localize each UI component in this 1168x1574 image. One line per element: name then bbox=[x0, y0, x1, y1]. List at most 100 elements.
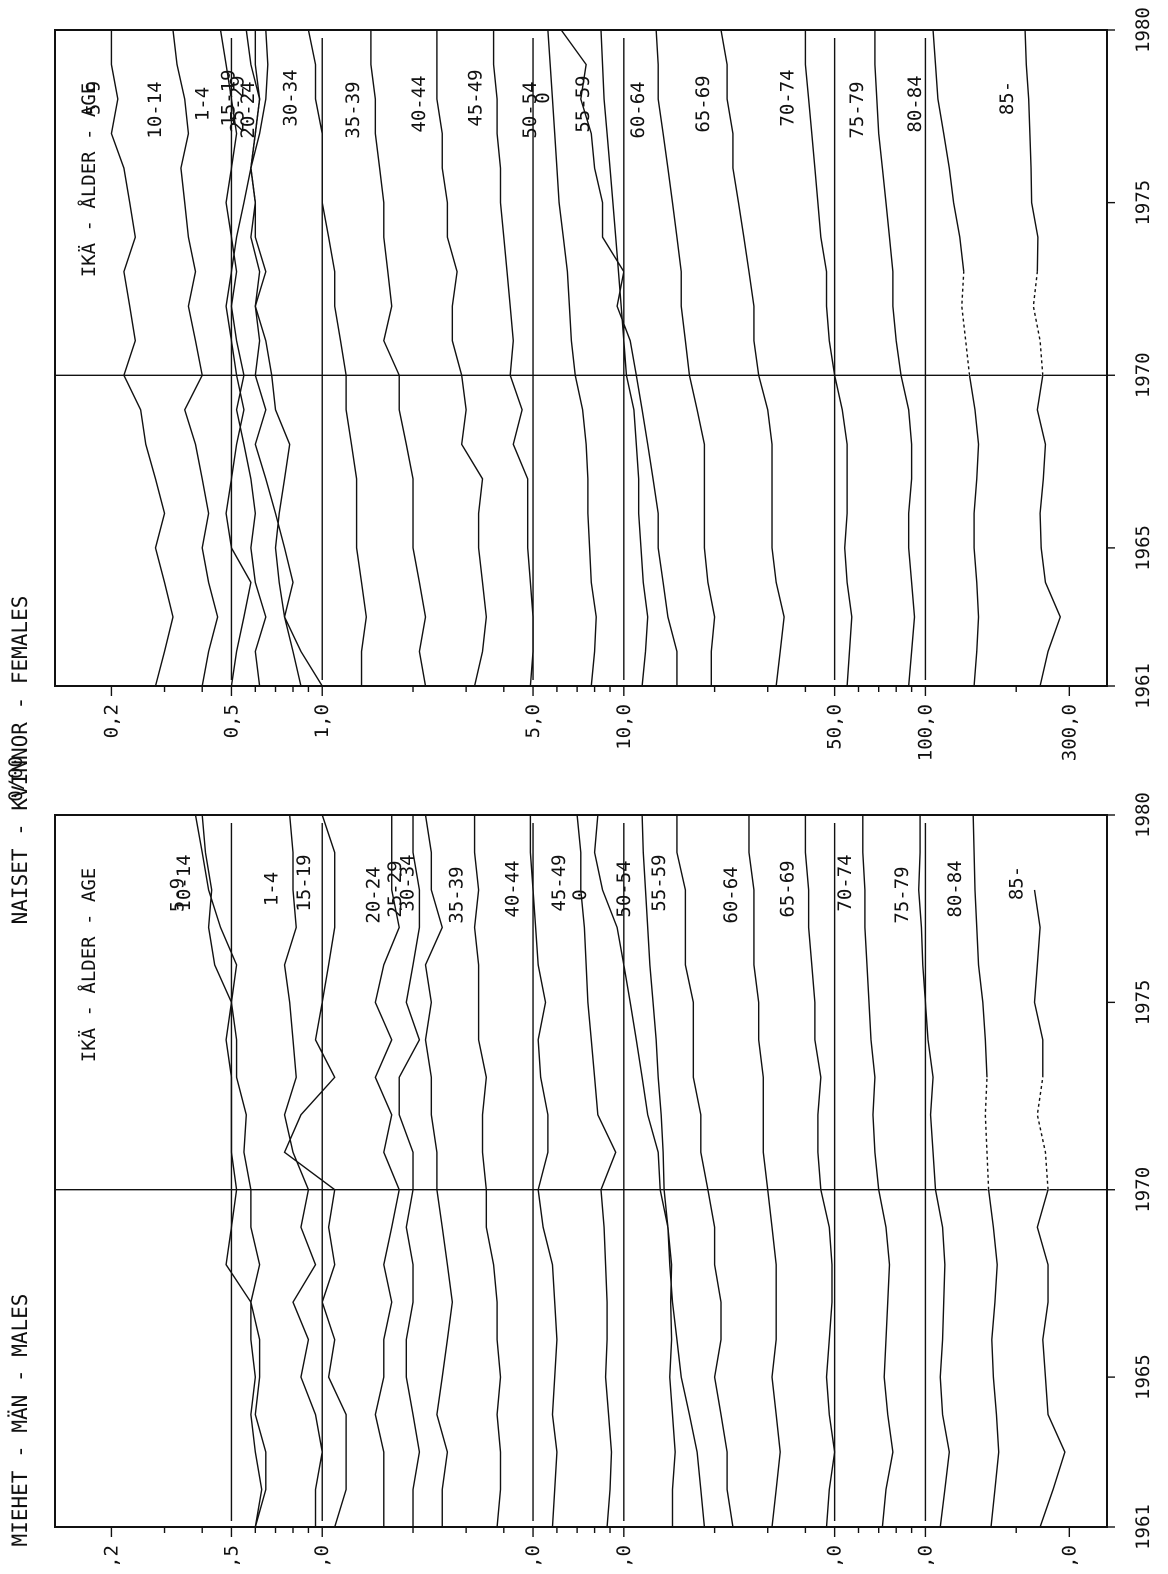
value-tick-label: 1,0 bbox=[311, 1545, 333, 1569]
value-tick-label: 10,0 bbox=[613, 704, 635, 750]
males-panel: 300,0100,050,010,05,01,00,50,20/00196119… bbox=[7, 792, 1154, 1574]
series-label-1-4: 1-4 bbox=[192, 87, 214, 121]
series-label-15-19: 15-19 bbox=[293, 854, 315, 911]
legend-title: IKÄ - ÅLDER - AGE bbox=[77, 83, 100, 277]
year-tick-label: 1965 bbox=[1132, 1354, 1154, 1400]
series-label-45-49: 45-49 bbox=[548, 854, 570, 911]
series-line-10-14 bbox=[172, 29, 219, 687]
value-tick-label: 300,0 bbox=[1058, 704, 1080, 761]
series-label-5-9: 5-9 bbox=[166, 878, 188, 912]
series-label-40-44: 40-44 bbox=[501, 860, 523, 917]
series-line-75-79 bbox=[918, 815, 951, 1528]
value-tick-label: 10,0 bbox=[613, 1545, 635, 1569]
series-line-40-44 bbox=[529, 815, 558, 1528]
series-line-20-24 bbox=[374, 815, 400, 1527]
series-label-50-54: 50-54 bbox=[613, 860, 635, 917]
series-label-30-34: 30-34 bbox=[397, 854, 419, 911]
series-line-75-79 bbox=[874, 30, 916, 687]
series-line-35-39 bbox=[473, 815, 502, 1528]
series-label-70-74: 70-74 bbox=[776, 69, 798, 126]
unit-label: 0/00 bbox=[5, 756, 27, 802]
value-tick-label: 1,0 bbox=[311, 704, 333, 738]
series-line-0 bbox=[560, 29, 678, 686]
series-label-50-54: 50-54 bbox=[519, 81, 541, 138]
value-tick-label: 5,0 bbox=[522, 1545, 544, 1569]
series-label-10-14: 10-14 bbox=[144, 81, 166, 138]
value-tick-label: 0,2 bbox=[100, 704, 122, 738]
value-tick-label: 300,0 bbox=[1058, 1545, 1080, 1569]
series-line-80-84 bbox=[972, 814, 1000, 1528]
series-line-65-69 bbox=[804, 815, 836, 1528]
series-line-80-84 bbox=[932, 29, 980, 687]
series-line-60-64 bbox=[748, 815, 781, 1528]
year-tick-label: 1975 bbox=[1132, 979, 1154, 1025]
year-tick-label: 1970 bbox=[1132, 352, 1154, 398]
series-label-35-39: 35-39 bbox=[446, 866, 468, 923]
series-line-30-34 bbox=[307, 29, 368, 686]
series-label-5-9: 5-9 bbox=[82, 81, 104, 115]
series-label-35-39: 35-39 bbox=[342, 81, 364, 138]
series-line-25-29 bbox=[398, 815, 421, 1527]
series-label-65-69: 65-69 bbox=[692, 75, 714, 132]
year-tick-label: 1975 bbox=[1132, 180, 1154, 226]
series-label-10-14: 10-14 bbox=[173, 854, 195, 911]
year-tick-label: 1980 bbox=[1132, 7, 1154, 53]
year-tick-label: 1970 bbox=[1132, 1167, 1154, 1213]
year-tick-label: 1961 bbox=[1132, 1504, 1154, 1550]
series-label-75-79: 75-79 bbox=[891, 866, 913, 923]
series-label-0: 0 bbox=[569, 889, 591, 900]
series-line-5-9 bbox=[110, 30, 174, 687]
value-tick-label: 100,0 bbox=[914, 1545, 936, 1569]
series-label-55-59: 55-59 bbox=[648, 854, 670, 911]
series-label-45-49: 45-49 bbox=[465, 69, 487, 126]
series-label-80-84: 80-84 bbox=[904, 75, 926, 132]
series-label-75-79: 75-79 bbox=[846, 81, 868, 138]
series-label-60-64: 60-64 bbox=[627, 81, 649, 138]
series-label-80-84: 80-84 bbox=[944, 860, 966, 917]
series-line-20-24 bbox=[250, 29, 302, 687]
series-label-55-59: 55-59 bbox=[572, 75, 594, 132]
value-tick-label: 100,0 bbox=[914, 704, 936, 761]
series-label-85: 85- bbox=[1006, 866, 1028, 900]
series-line-60-64 bbox=[655, 29, 716, 686]
series-line-25-29 bbox=[250, 30, 323, 687]
series-line-15-19 bbox=[225, 29, 261, 687]
series-line-45-49 bbox=[492, 30, 534, 687]
series-line-5-9 bbox=[194, 814, 267, 1528]
series-dash-mask-80-84 bbox=[960, 271, 971, 376]
value-tick-label: 0,5 bbox=[220, 1545, 242, 1569]
value-tick-label: 50,0 bbox=[824, 1545, 846, 1569]
series-dash-mask-85 bbox=[1031, 271, 1045, 376]
series-label-25-29: 25-29 bbox=[384, 860, 406, 917]
year-tick-label: 1980 bbox=[1132, 792, 1154, 838]
panel-title: MIEHET - MÄN - MALES bbox=[7, 1294, 32, 1547]
series-label-65-69: 65-69 bbox=[776, 860, 798, 917]
value-tick-label: 5,0 bbox=[522, 704, 544, 738]
series-line-65-69 bbox=[720, 29, 785, 687]
series-dashed-80-84 bbox=[984, 1077, 990, 1190]
plot-frame bbox=[54, 814, 1108, 1528]
series-line-35-39 bbox=[370, 30, 427, 687]
series-label-0: 0 bbox=[532, 92, 554, 103]
year-tick-label: 1961 bbox=[1132, 663, 1154, 709]
series-label-20-24: 20-24 bbox=[237, 81, 259, 138]
series-line-55-59 bbox=[600, 29, 649, 687]
series-label-25-29: 25-29 bbox=[226, 75, 248, 132]
series-dashed-80-84 bbox=[961, 271, 971, 376]
series-line-10-14 bbox=[201, 814, 263, 1528]
series-line-55-59 bbox=[676, 815, 734, 1528]
series-line-45-49 bbox=[576, 814, 617, 1528]
series-dashed-85 bbox=[1036, 1077, 1049, 1190]
series-line-0 bbox=[593, 814, 706, 1528]
series-label-40-44: 40-44 bbox=[408, 75, 430, 132]
series-label-70-74: 70-74 bbox=[834, 854, 856, 911]
series-line-1-4 bbox=[283, 814, 323, 1527]
series-line-1-4 bbox=[219, 29, 267, 687]
series-dash-mask-85 bbox=[1035, 1077, 1050, 1190]
series-line-40-44 bbox=[436, 30, 488, 687]
panel-title: NAISET - KVINNOR - FEMALES bbox=[8, 596, 32, 925]
value-tick-label: 0,2 bbox=[100, 1545, 122, 1569]
series-label-20-24: 20-24 bbox=[363, 866, 385, 923]
